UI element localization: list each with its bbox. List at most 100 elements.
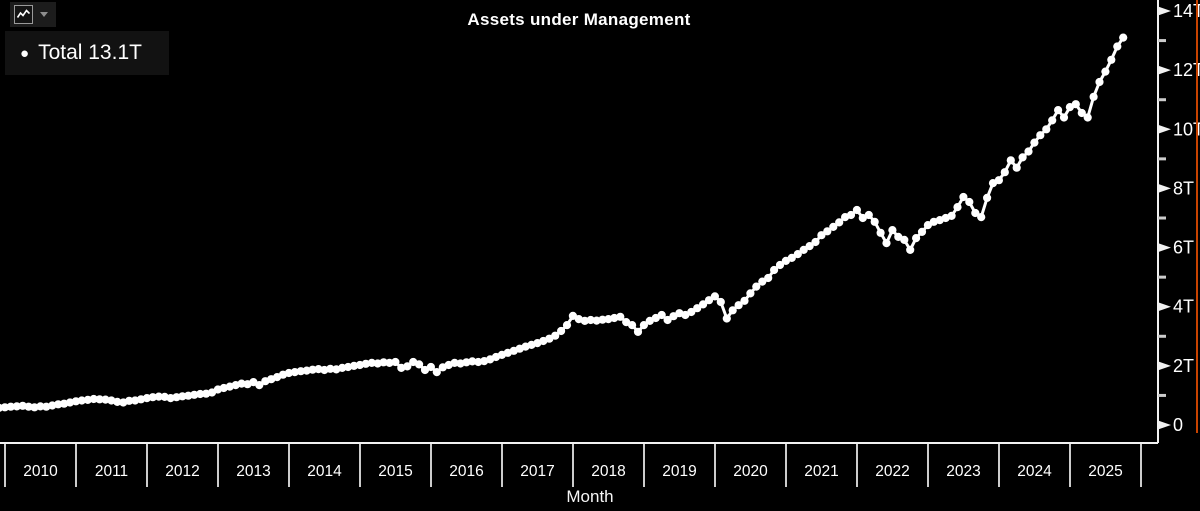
data-point	[835, 218, 844, 227]
y-tick-arrow	[1158, 65, 1171, 75]
data-point	[917, 227, 927, 236]
data-point	[1048, 116, 1057, 125]
data-point	[562, 321, 572, 330]
data-point	[326, 364, 335, 373]
data-point	[1113, 42, 1122, 51]
data-point	[864, 210, 873, 220]
data-point	[1042, 125, 1051, 134]
chart-type-button[interactable]	[10, 2, 56, 27]
data-point	[12, 402, 21, 411]
data-point	[113, 397, 122, 406]
x-tick-label: 2020	[733, 463, 768, 480]
data-point	[770, 265, 779, 275]
data-point	[728, 306, 737, 315]
data-point	[900, 235, 909, 244]
data-point	[799, 245, 808, 254]
data-point	[586, 315, 595, 325]
data-point	[657, 310, 666, 320]
data-point	[752, 282, 761, 291]
data-point	[811, 237, 820, 247]
data-point	[758, 277, 767, 286]
y-minor-tick	[1158, 393, 1166, 397]
y-tick-label: 12T	[1173, 60, 1200, 80]
data-point	[823, 227, 832, 236]
data-point	[971, 208, 980, 218]
y-minor-tick	[1158, 216, 1166, 220]
data-point	[450, 358, 459, 367]
data-point	[959, 192, 968, 202]
data-point	[24, 402, 33, 411]
data-point	[89, 394, 98, 404]
data-point	[551, 331, 560, 340]
data-point	[125, 396, 134, 405]
data-point	[906, 245, 915, 254]
data-point	[994, 176, 1004, 185]
data-point	[1054, 106, 1063, 115]
y-tick-label: 4T	[1173, 297, 1194, 317]
x-axis-label: Month	[566, 487, 614, 506]
data-point	[367, 358, 376, 367]
data-point	[764, 273, 773, 283]
y-tick-label: 2T	[1173, 356, 1194, 376]
data-point	[54, 400, 63, 409]
data-point	[977, 213, 986, 222]
data-point	[965, 197, 974, 207]
data-point	[1101, 67, 1110, 76]
y-tick-arrow	[1158, 420, 1171, 430]
data-point	[882, 239, 891, 248]
x-tick-label: 2023	[946, 463, 980, 480]
data-point	[36, 402, 45, 411]
x-tick-label: 2024	[1017, 463, 1052, 480]
data-point	[1107, 55, 1116, 64]
x-tick-label: 2019	[662, 463, 696, 480]
data-point	[817, 231, 826, 240]
series-line	[0, 36, 1125, 410]
chart-title: Assets under Management	[467, 10, 691, 29]
x-tick-label: 2017	[520, 463, 554, 480]
x-tick-label: 2021	[804, 463, 838, 480]
data-point	[154, 392, 163, 401]
data-point	[0, 403, 9, 412]
data-point	[628, 321, 637, 330]
x-tick-label: 2022	[875, 463, 909, 480]
data-point	[639, 321, 649, 330]
y-tick-arrow	[1158, 302, 1171, 312]
x-tick-label: 2015	[378, 463, 412, 480]
data-point	[734, 301, 743, 310]
line-chart-icon	[14, 5, 33, 24]
data-point	[1012, 163, 1021, 172]
x-tick-label: 2013	[236, 463, 270, 480]
data-point	[793, 250, 802, 259]
data-point	[6, 402, 15, 411]
data-point	[787, 253, 796, 262]
data-point	[953, 203, 962, 212]
data-point	[716, 297, 725, 307]
y-tick-arrow	[1158, 124, 1171, 134]
y-minor-tick	[1158, 334, 1166, 338]
data-point	[722, 314, 731, 323]
data-point	[1071, 100, 1080, 109]
data-point	[740, 296, 749, 305]
y-minor-tick	[1158, 39, 1166, 43]
y-tick-arrow	[1158, 183, 1171, 193]
x-tick-label: 2014	[307, 463, 342, 480]
data-point	[633, 327, 643, 336]
legend-label: Total 13.1T	[38, 41, 142, 64]
data-point	[775, 260, 785, 270]
y-tick-arrow	[1158, 243, 1171, 253]
data-point	[870, 217, 879, 226]
data-point	[1089, 92, 1098, 101]
data-point	[805, 242, 814, 251]
data-point	[432, 368, 441, 377]
data-point	[1000, 168, 1009, 177]
data-point	[846, 210, 856, 220]
data-point	[1059, 113, 1069, 122]
data-point	[361, 359, 370, 368]
data-point	[912, 234, 921, 243]
data-point	[403, 362, 412, 371]
legend[interactable]: ● Total 13.1T	[5, 31, 169, 75]
data-point	[1095, 77, 1104, 87]
data-point	[379, 358, 388, 367]
data-point	[746, 289, 755, 298]
